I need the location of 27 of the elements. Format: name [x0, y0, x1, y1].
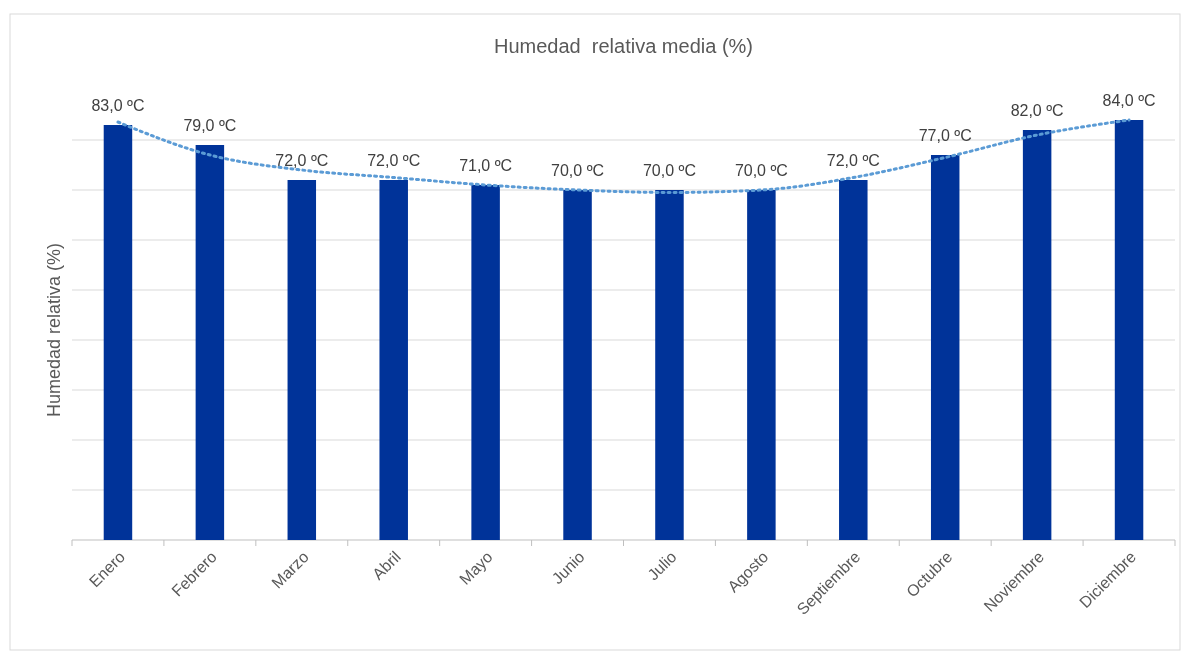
bar [839, 180, 868, 540]
bar [103, 125, 133, 540]
x-tick-label: Julio [644, 548, 680, 584]
data-label: 84,0 ºC [1102, 92, 1156, 109]
data-label: 77,0 ºC [918, 127, 972, 144]
data-label: 79,0 ºC [183, 117, 237, 134]
data-label: 83,0 ºC [91, 97, 145, 114]
bar [563, 190, 592, 540]
y-axis-title: Humedad relativa (%) [44, 242, 64, 418]
data-label: 82,0 ºC [1010, 102, 1064, 119]
data-label: 70,0 ºC [551, 162, 605, 179]
bar [471, 185, 500, 540]
data-label: 72,0 ºC [367, 152, 421, 169]
bar [747, 190, 776, 540]
data-label: 72,0 ºC [826, 152, 880, 169]
chart-title: Humedad relativa media (%) [494, 35, 753, 57]
bar [930, 155, 960, 540]
bar [379, 180, 408, 540]
bar [287, 180, 317, 540]
bar [1114, 120, 1144, 540]
data-label: 72,0 ºC [275, 152, 329, 169]
data-label: 71,0 ºC [459, 157, 513, 174]
data-label: 70,0 ºC [734, 162, 788, 179]
bar [195, 145, 225, 540]
data-label: 70,0 ºC [642, 162, 696, 179]
bar [655, 190, 684, 540]
bar [1022, 130, 1052, 540]
